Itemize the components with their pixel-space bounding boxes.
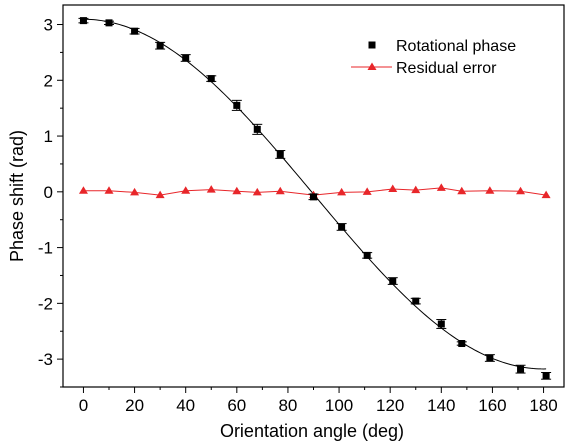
point-residual-error [457,186,467,195]
point-residual-error [516,186,526,195]
point-residual-error [232,186,242,195]
point-residual-error [206,185,216,193]
point-residual-error [78,186,88,194]
point-residual-error [541,190,551,199]
point-rotational-phase [105,19,113,27]
x-tick-label: 0 [79,396,88,415]
legend-marker-rotational-phase [368,41,376,49]
y-axis-label: Phase shift (rad) [7,130,27,262]
point-rotational-phase [338,223,346,231]
point-rotational-phase [207,75,215,83]
plot-series [78,17,552,380]
y-tick-label: -3 [38,350,53,369]
point-rotational-phase [363,251,371,259]
x-tick-label: 20 [125,396,144,415]
y-tick-label: 0 [44,183,53,202]
point-rotational-phase [79,17,87,25]
point-rotational-phase [542,372,550,380]
point-residual-error [485,186,495,194]
legend: Rotational phase Residual error [351,38,516,77]
x-axis-label: Orientation angle (deg) [220,421,404,441]
point-residual-error [337,187,347,196]
point-residual-error [252,187,262,196]
point-residual-error [130,187,140,196]
point-residual-error [362,187,372,195]
y-tick-label: -1 [38,239,53,258]
point-rotational-phase [131,27,139,35]
x-tick-label: 40 [176,396,195,415]
x-tick-label: 140 [427,396,455,415]
y-tick-label: 3 [44,16,53,35]
point-rotational-phase [437,320,445,328]
y-tick-label: 1 [44,127,53,146]
point-rotational-phase [233,101,241,109]
x-tick-label: 60 [227,396,246,415]
point-rotational-phase [156,42,164,50]
point-rotational-phase [253,125,261,133]
point-residual-error [275,186,285,195]
point-residual-error [388,184,398,193]
point-rotational-phase [486,354,494,362]
legend-label-residual-error: Residual error [396,60,497,77]
y-tick-label: -2 [38,294,53,313]
legend-marker-residual-error [367,62,377,70]
point-rotational-phase [389,277,397,285]
legend-label-rotational-phase: Rotational phase [396,38,516,55]
point-residual-error [411,185,421,194]
x-tick-label: 120 [376,396,404,415]
point-rotational-phase [458,340,466,348]
x-tick-label: 100 [325,396,353,415]
x-tick-label: 160 [478,396,506,415]
point-residual-error [155,190,165,199]
point-residual-error [436,183,446,191]
point-rotational-phase [310,193,317,201]
point-rotational-phase [517,365,525,373]
point-rotational-phase [182,54,190,62]
axes: 0 20 40 60 80 100 120 140 160 180 -3 -2 -1 0 1 2 3 [38,4,565,415]
point-rotational-phase [412,297,420,305]
y-tick-label: 2 [44,71,53,90]
point-residual-error [104,186,114,194]
x-tick-label: 180 [529,396,557,415]
point-rotational-phase [276,150,284,158]
x-tick-label: 80 [278,396,297,415]
point-residual-error [181,186,191,194]
